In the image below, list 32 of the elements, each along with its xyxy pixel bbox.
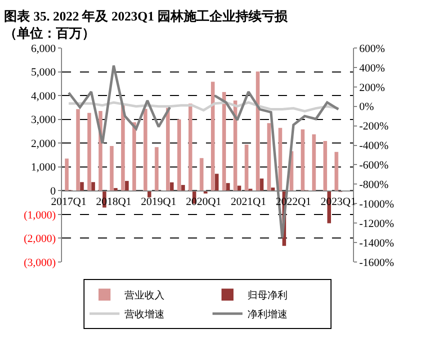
y2-tick-label: -1400%: [359, 237, 394, 250]
y-tick-label: (2,000): [24, 233, 56, 246]
y-tick-label: (3,000): [24, 256, 56, 269]
y2-tick-label: -400%: [359, 140, 389, 152]
legend-label: 营收增速: [124, 308, 164, 321]
y2-tick-label: -1000%: [359, 198, 394, 210]
y-tick-label: 0: [50, 186, 56, 198]
y-tick-label: 6,000: [31, 42, 56, 55]
y2-tick-label: -1200%: [359, 218, 394, 230]
x-tick-label: 2019Q1: [140, 196, 176, 208]
y-tick-label: 4,000: [31, 90, 56, 102]
legend-label: 营业收入: [124, 290, 164, 302]
chart-subtitle: （单位：百万）: [4, 25, 96, 40]
y2-tick-label: 200%: [359, 82, 385, 94]
x-tick-label: 2021Q1: [230, 196, 266, 208]
y2-tick-label: -600%: [359, 160, 389, 172]
y2-tick-label: 0%: [359, 101, 374, 114]
y-tick-label: (1,000): [24, 209, 56, 222]
y2-tick-label: -200%: [359, 120, 389, 133]
y-tick-label: 3,000: [31, 114, 56, 126]
chart-title: 图表 35. 2022 年及 2023Q1 园林施工企业持续亏损: [4, 8, 288, 24]
y-tick-label: 2,000: [31, 138, 56, 150]
y-tick-label: 1,000: [31, 162, 56, 174]
x-tick-label: 2020Q1: [186, 196, 222, 208]
legend-label: 归母净利: [248, 290, 288, 302]
y2-tick-label: 400%: [359, 62, 385, 74]
y2-tick-label: -1600%: [359, 256, 394, 269]
x-tick-label: 2017Q1: [51, 196, 86, 208]
y2-tick-label: -800%: [359, 179, 389, 192]
y2-tick-label: 600%: [359, 42, 385, 55]
y-tick-label: 5,000: [31, 66, 56, 79]
legend-label: 净利增速: [248, 308, 288, 321]
